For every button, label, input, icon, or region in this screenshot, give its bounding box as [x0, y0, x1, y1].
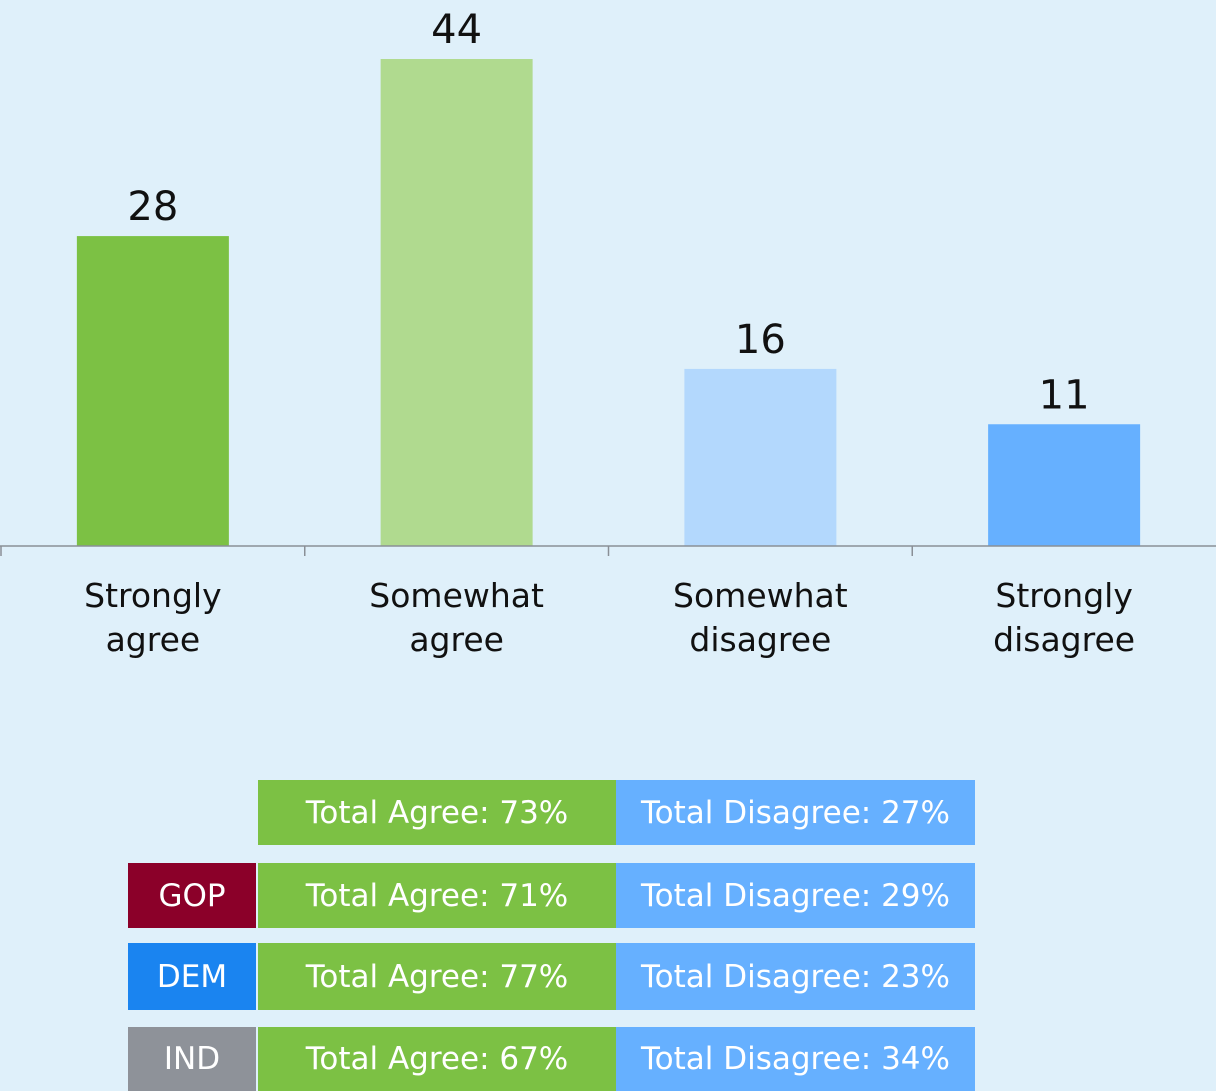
total-agree: Total Agree: 67% — [258, 1027, 616, 1091]
bar — [380, 59, 533, 546]
x-tick-label: Somewhat disagree — [673, 576, 848, 659]
total-agree: Total Agree: 71% — [258, 863, 616, 928]
group-label: IND — [128, 1027, 256, 1091]
total-disagree: Total Disagree: 23% — [616, 943, 975, 1010]
total-agree: Total Agree: 73% — [258, 780, 616, 845]
total-disagree: Total Disagree: 34% — [616, 1027, 975, 1091]
group-label: GOP — [128, 863, 256, 928]
total-disagree: Total Disagree: 29% — [616, 863, 975, 928]
bar — [988, 424, 1141, 546]
bar — [76, 236, 229, 546]
x-tick-label: Strongly agree — [84, 576, 222, 659]
value-label: 11 — [1039, 372, 1090, 418]
total-agree: Total Agree: 77% — [258, 943, 616, 1010]
chart: 28 44 16 11 — [0, 7, 1216, 556]
group-label: DEM — [128, 943, 256, 1010]
total-disagree: Total Disagree: 27% — [616, 780, 975, 845]
bar — [684, 368, 837, 546]
x-tick-label: Strongly disagree — [993, 576, 1136, 659]
value-label: 28 — [127, 184, 178, 230]
x-tick-label: Somewhat agree — [369, 576, 544, 659]
value-label: 44 — [431, 7, 482, 53]
value-label: 16 — [735, 317, 786, 363]
